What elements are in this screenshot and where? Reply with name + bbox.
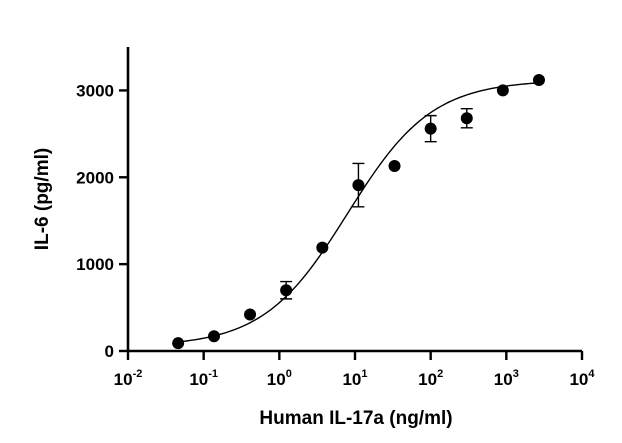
data-point <box>316 241 329 254</box>
x-tick-exponent: 3 <box>513 368 519 380</box>
y-tick-label: 1000 <box>76 255 114 274</box>
x-tick-label: 100 <box>267 368 292 389</box>
x-tick-label: 102 <box>418 368 443 389</box>
error-bar-layer <box>280 107 473 300</box>
x-axis-ticks: 10-2 10-1 100 101 102 103 104 <box>114 351 595 389</box>
x-tick-base: 10 <box>267 370 286 389</box>
data-point <box>280 284 293 297</box>
x-axis-title: Human IL-17a (ng/ml) <box>259 408 452 429</box>
data-point <box>352 179 365 192</box>
x-tick-label: 10-1 <box>189 368 218 389</box>
x-tick-base: 10 <box>569 370 588 389</box>
x-tick-label: 104 <box>569 368 595 389</box>
x-tick-base: 10 <box>114 370 133 389</box>
fit-curve <box>178 82 540 343</box>
data-point <box>388 159 401 172</box>
x-tick-exponent: 1 <box>361 368 367 380</box>
y-tick-label: 0 <box>105 342 114 361</box>
y-tick-label: 3000 <box>76 81 114 100</box>
y-tick-label: 2000 <box>76 168 114 187</box>
x-tick-base: 10 <box>494 370 513 389</box>
x-tick-label: 103 <box>494 368 519 389</box>
y-axis-ticks: 0 1000 2000 3000 <box>76 81 128 361</box>
x-tick-exponent: 2 <box>437 368 443 380</box>
x-tick-exponent: 0 <box>286 368 292 380</box>
x-tick-exponent: -1 <box>208 368 218 380</box>
data-point <box>496 84 509 97</box>
x-tick-base: 10 <box>189 370 208 389</box>
data-point <box>460 112 473 125</box>
data-point <box>532 74 545 87</box>
x-tick-exponent: 4 <box>588 368 595 380</box>
x-tick-exponent: -2 <box>133 368 143 380</box>
fit-curve-layer <box>178 82 540 343</box>
x-tick-base: 10 <box>342 370 361 389</box>
y-axis-title: IL-6 (pg/ml) <box>32 148 53 250</box>
data-point <box>172 337 185 350</box>
x-tick-label: 10-2 <box>114 368 143 389</box>
x-tick-base: 10 <box>418 370 437 389</box>
axes <box>126 47 582 353</box>
x-tick-label: 101 <box>342 368 367 389</box>
data-point <box>208 330 221 343</box>
data-point <box>424 122 437 135</box>
data-points-layer <box>172 74 545 350</box>
data-point <box>244 308 257 321</box>
